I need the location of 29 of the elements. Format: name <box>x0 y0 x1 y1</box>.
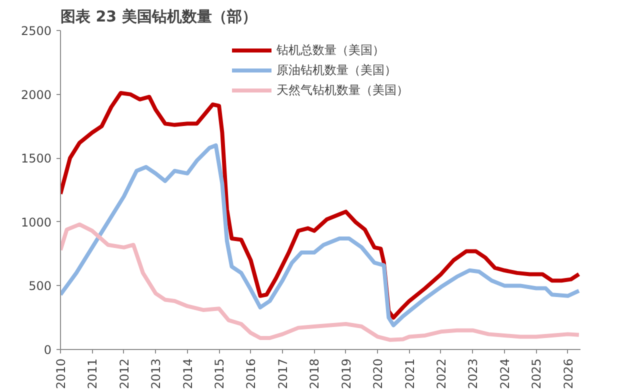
x-tick-label: 2020 <box>371 358 386 390</box>
x-tick-label: 2014 <box>180 358 195 390</box>
y-tick-label: 0 <box>44 343 52 357</box>
legend-label: 天然气钻机数量（美国） <box>276 82 408 98</box>
legend-label: 钻机总数量（美国） <box>276 42 384 58</box>
y-tick-label: 1500 <box>20 152 52 166</box>
x-tick-label: 2017 <box>276 358 290 390</box>
x-tick-label: 2012 <box>117 358 132 390</box>
chart-title: 图表 23 美国钻机数量（部） <box>60 8 257 26</box>
x-tick-label: 2016 <box>244 358 258 390</box>
y-tick-label: 2000 <box>20 88 52 102</box>
x-tick-label: 2015 <box>212 358 227 390</box>
x-tick-label: 2021 <box>402 358 417 390</box>
line-series <box>60 222 580 342</box>
x-tick-label: 2025 <box>530 358 544 390</box>
x-tick-label: 2024 <box>498 358 512 390</box>
x-tick-label: 2022 <box>434 358 448 390</box>
x-tick-label: 2010 <box>54 358 68 390</box>
x-tick-label: 2018 <box>308 358 322 390</box>
x-tick-label: 2019 <box>339 358 354 390</box>
y-tick-label: 500 <box>28 279 52 294</box>
y-tick-label: 2500 <box>20 24 52 38</box>
legend-label: 原油钻机数量（美国） <box>276 62 396 78</box>
x-tick-label: 2011 <box>86 358 100 390</box>
line-series <box>60 143 580 328</box>
y-tick-label: 1000 <box>20 215 52 230</box>
x-tick-label: 2013 <box>149 358 164 390</box>
x-tick-label: 2023 <box>466 358 480 390</box>
x-tick-label: 2026 <box>561 358 576 390</box>
